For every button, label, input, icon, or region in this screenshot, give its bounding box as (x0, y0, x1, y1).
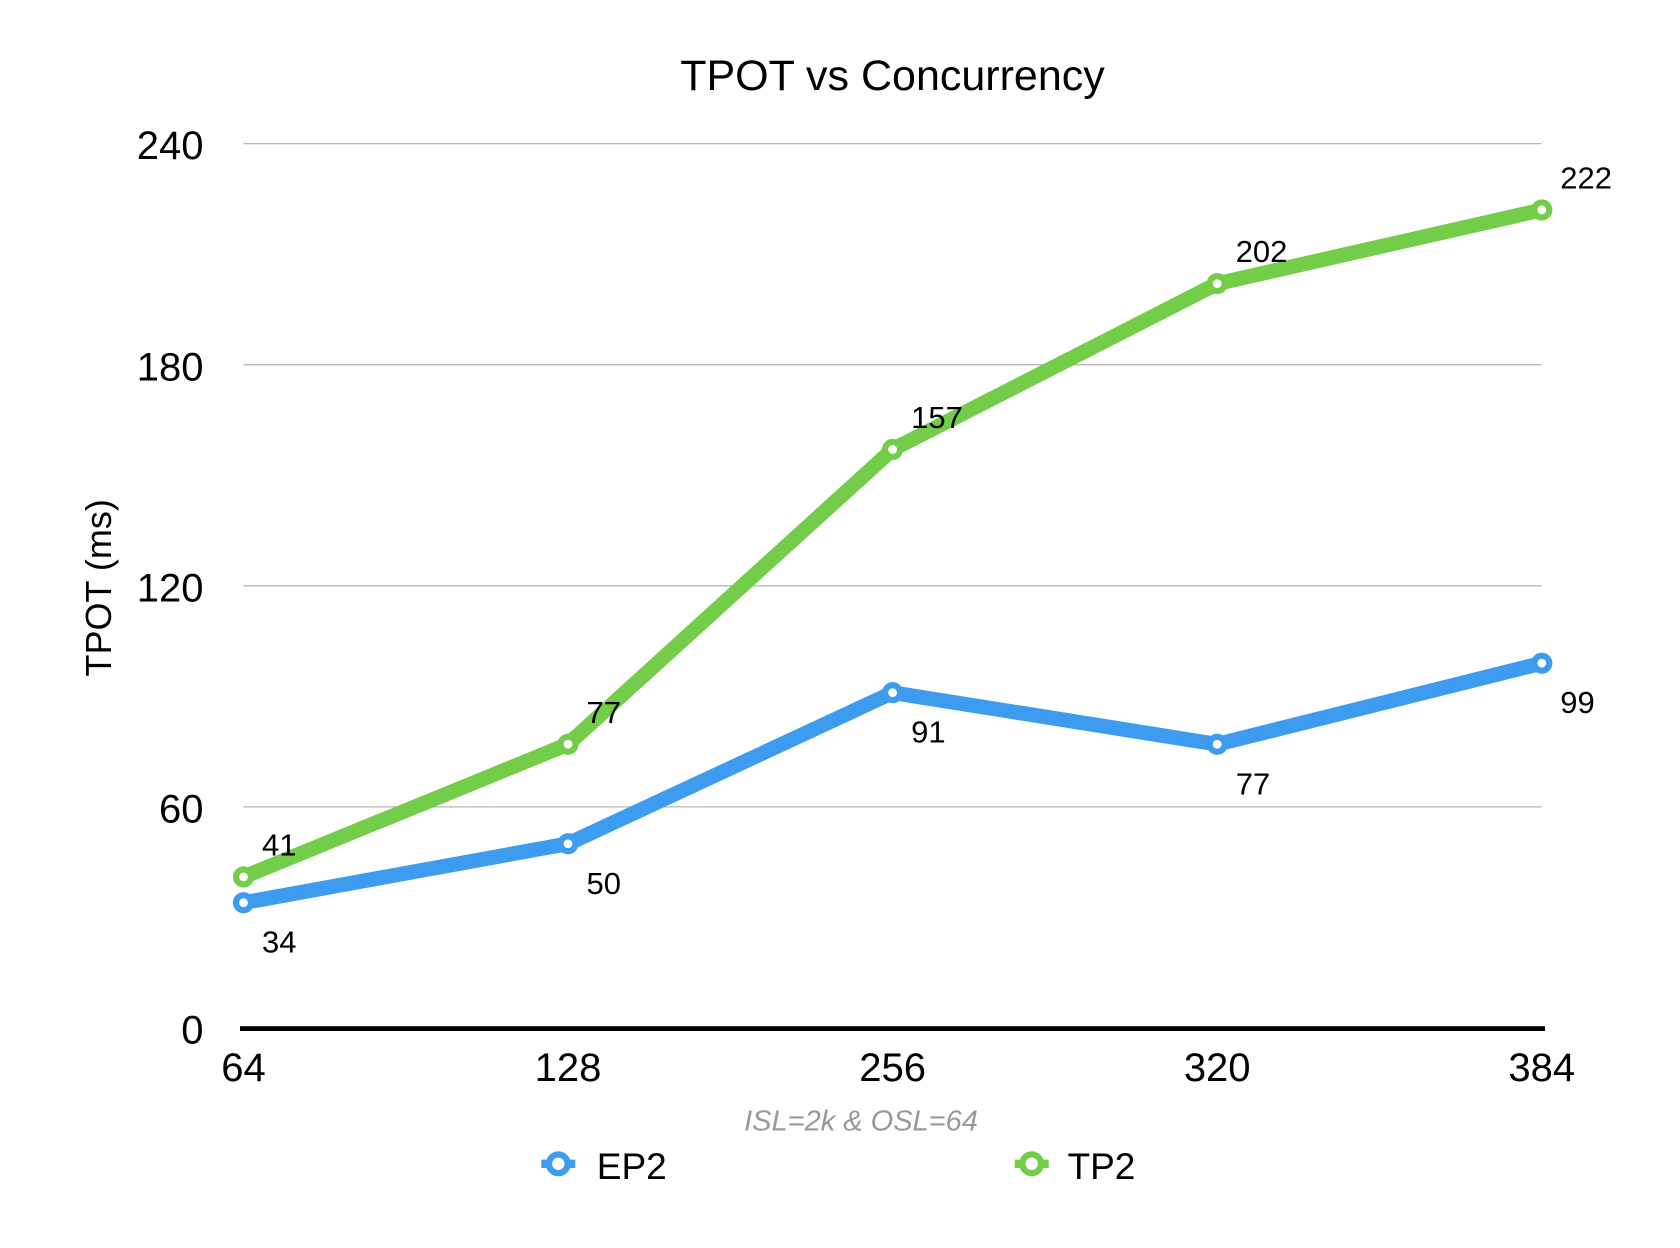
svg-text:202: 202 (1236, 234, 1288, 269)
svg-text:180: 180 (137, 345, 204, 389)
svg-text:TPOT vs Concurrency: TPOT vs Concurrency (680, 52, 1105, 100)
svg-text:41: 41 (262, 827, 296, 862)
svg-text:91: 91 (911, 715, 945, 750)
svg-text:TPOT (ms): TPOT (ms) (78, 499, 119, 676)
svg-text:ISL=2k & OSL=64: ISL=2k & OSL=64 (744, 1106, 978, 1138)
svg-text:240: 240 (137, 124, 204, 168)
svg-text:128: 128 (535, 1046, 602, 1090)
svg-text:60: 60 (159, 788, 204, 832)
svg-text:0: 0 (181, 1009, 203, 1053)
svg-text:222: 222 (1560, 160, 1612, 195)
svg-text:TP2: TP2 (1068, 1146, 1136, 1187)
svg-text:120: 120 (137, 566, 204, 610)
svg-text:256: 256 (859, 1046, 926, 1090)
svg-text:64: 64 (221, 1046, 266, 1090)
svg-text:50: 50 (587, 866, 621, 901)
svg-text:99: 99 (1560, 685, 1594, 720)
svg-text:EP2: EP2 (597, 1146, 667, 1187)
svg-text:157: 157 (911, 400, 963, 435)
svg-text:320: 320 (1184, 1046, 1251, 1090)
svg-text:34: 34 (262, 925, 296, 960)
svg-text:77: 77 (587, 695, 621, 730)
svg-text:384: 384 (1508, 1046, 1575, 1090)
svg-text:77: 77 (1236, 766, 1270, 801)
